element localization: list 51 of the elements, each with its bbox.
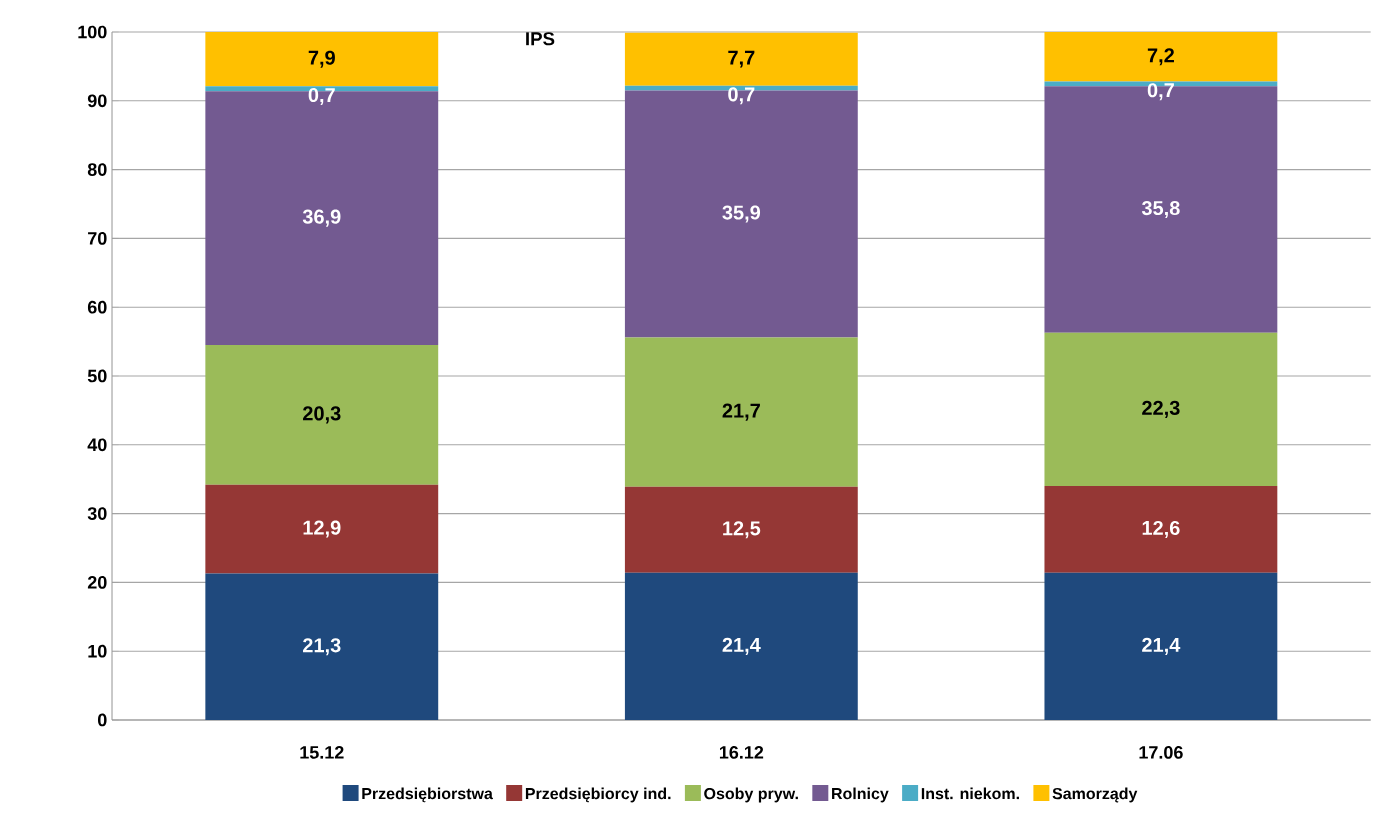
bar [624, 32, 858, 86]
legend-label: Przedsiębiorcy ind. [525, 787, 671, 803]
y-tick-label: 70 [88, 231, 107, 245]
data-label: 22,3 [1142, 400, 1180, 418]
legend-label: Samorządy [1052, 787, 1138, 803]
y-tick-label: 0 [98, 713, 107, 727]
y-tick-label: 50 [87, 369, 107, 383]
y-tick-label: 40 [87, 438, 107, 451]
bar [205, 573, 439, 720]
data-label: 12,6 [1142, 520, 1180, 538]
bar [624, 337, 858, 487]
data-label: 7,7 [728, 50, 755, 68]
y-tick-label: 30 [87, 507, 107, 520]
bar [1044, 332, 1278, 486]
data-label: 21,4 [722, 637, 761, 655]
data-label: 12,9 [303, 520, 341, 538]
data-label: 21,7 [722, 403, 760, 421]
y-tick-label: 80 [87, 163, 107, 176]
x-tick-label: 15.12 [300, 745, 344, 759]
x-tick-label: 16.12 [719, 745, 764, 759]
bar [1044, 485, 1278, 573]
bar [1044, 572, 1278, 720]
data-label: 0,7 [308, 87, 335, 105]
y-tick-label: 10 [88, 644, 107, 658]
bar [205, 484, 439, 574]
bar [624, 486, 858, 573]
y-tick-label: 60 [87, 300, 107, 314]
y-tick-label: 90 [87, 94, 107, 107]
data-label: 7,2 [1147, 48, 1174, 66]
legend-label: Przedsiębiorstwa [362, 787, 493, 803]
legend-label: Osoby pryw. [704, 787, 798, 803]
legend-label: Rolnicy [832, 787, 889, 803]
y-tick-label: 100 [78, 25, 107, 39]
bar [205, 31, 439, 87]
data-label: 35,8 [1141, 200, 1180, 218]
data-label: 21,3 [303, 638, 341, 656]
y-tick-label: 20 [87, 575, 107, 589]
data-label: 7,9 [308, 50, 335, 68]
x-tick-label: 17.06 [1139, 745, 1183, 759]
data-label: 21,4 [1142, 637, 1181, 655]
data-label: 0,7 [1147, 82, 1174, 101]
legend-label: Inst. niekom. [921, 787, 1019, 800]
data-label: 0,7 [728, 87, 755, 105]
data-label: 20,3 [303, 406, 341, 424]
data-label: 36,9 [302, 209, 341, 227]
data-label: 12,5 [723, 521, 761, 539]
data-label: 35,9 [722, 205, 761, 223]
bar [1044, 31, 1278, 82]
chart-title: IPS [526, 31, 555, 46]
bar [205, 344, 439, 485]
bar [624, 572, 858, 720]
